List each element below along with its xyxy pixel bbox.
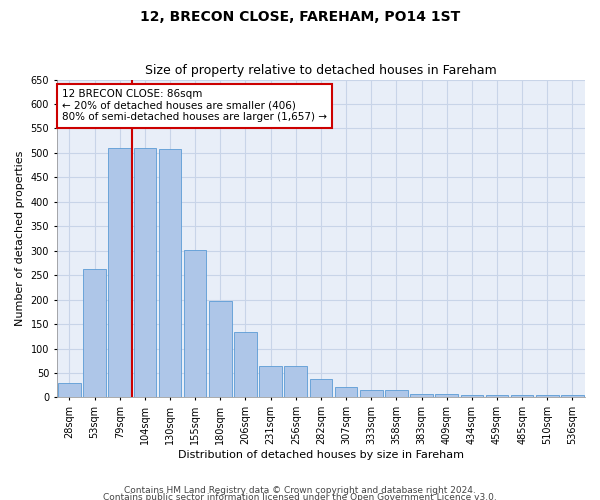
- Bar: [58, 383, 81, 398]
- Bar: [461, 395, 483, 398]
- Bar: [310, 379, 332, 398]
- Bar: [158, 149, 181, 398]
- Bar: [385, 390, 407, 398]
- Bar: [284, 366, 307, 398]
- Bar: [360, 390, 383, 398]
- Y-axis label: Number of detached properties: Number of detached properties: [15, 151, 25, 326]
- Title: Size of property relative to detached houses in Fareham: Size of property relative to detached ho…: [145, 64, 497, 77]
- Bar: [109, 148, 131, 398]
- Text: Contains HM Land Registry data © Crown copyright and database right 2024.: Contains HM Land Registry data © Crown c…: [124, 486, 476, 495]
- Bar: [536, 395, 559, 398]
- Bar: [511, 395, 533, 398]
- Text: 12 BRECON CLOSE: 86sqm
← 20% of detached houses are smaller (406)
80% of semi-de: 12 BRECON CLOSE: 86sqm ← 20% of detached…: [62, 89, 327, 122]
- Text: 12, BRECON CLOSE, FAREHAM, PO14 1ST: 12, BRECON CLOSE, FAREHAM, PO14 1ST: [140, 10, 460, 24]
- Bar: [561, 395, 584, 398]
- Bar: [410, 394, 433, 398]
- Bar: [134, 148, 156, 398]
- Bar: [436, 394, 458, 398]
- X-axis label: Distribution of detached houses by size in Fareham: Distribution of detached houses by size …: [178, 450, 464, 460]
- Bar: [184, 250, 206, 398]
- Bar: [234, 332, 257, 398]
- Bar: [83, 269, 106, 398]
- Bar: [335, 386, 358, 398]
- Text: Contains public sector information licensed under the Open Government Licence v3: Contains public sector information licen…: [103, 494, 497, 500]
- Bar: [485, 395, 508, 398]
- Bar: [259, 366, 282, 398]
- Bar: [209, 301, 232, 398]
